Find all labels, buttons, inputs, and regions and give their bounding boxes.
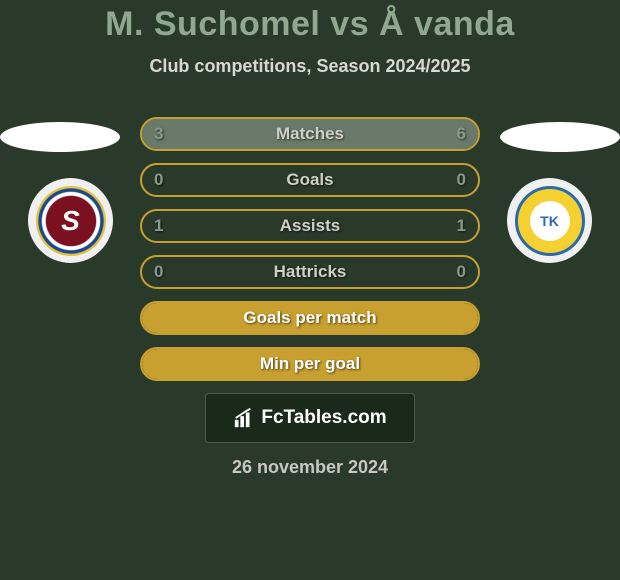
player-photo-right	[500, 122, 620, 152]
teplice-inner-circle: TK	[530, 201, 570, 241]
chart-icon	[233, 407, 255, 429]
stat-label: Min per goal	[142, 354, 478, 374]
brand-text: FcTables.com	[261, 407, 386, 429]
stat-bar-matches: 36Matches	[140, 117, 480, 151]
club-badge-right: TK	[507, 178, 592, 263]
sparta-badge-icon: S	[36, 186, 106, 256]
stats-container: 36Matches 00Goals 11Assists 00Hattricks Goal…	[140, 117, 480, 381]
stat-bar-min-per-goal: Min per goal	[140, 347, 480, 381]
footer-date: 26 november 2024	[232, 457, 388, 478]
stat-bar-goals-per-match: Goals per match	[140, 301, 480, 335]
stat-bar-hattricks: 00Hattricks	[140, 255, 480, 289]
club-badge-left: S	[28, 178, 113, 263]
comparison-subtitle: Club competitions, Season 2024/2025	[149, 56, 470, 77]
brand-box[interactable]: FcTables.com	[205, 393, 415, 443]
player-photo-left	[0, 122, 120, 152]
stat-label: Matches	[142, 124, 478, 144]
comparison-title: M. Suchomel vs Å vanda	[105, 5, 515, 44]
stat-bar-assists: 11Assists	[140, 209, 480, 243]
stat-label: Hattricks	[142, 262, 478, 282]
stat-label: Goals per match	[142, 308, 478, 328]
stat-label: Goals	[142, 170, 478, 190]
teplice-letters: TK	[540, 213, 559, 229]
sparta-letter: S	[61, 205, 80, 237]
stat-bar-goals: 00Goals	[140, 163, 480, 197]
stat-label: Assists	[142, 216, 478, 236]
teplice-badge-icon: TK	[515, 186, 585, 256]
